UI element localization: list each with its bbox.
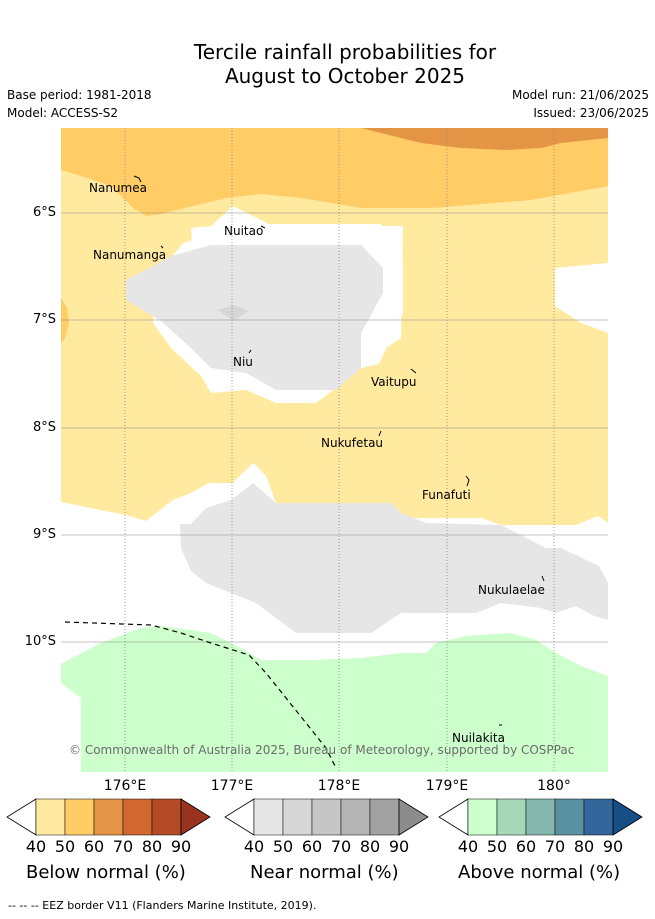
model-name: Model: ACCESS-S2 xyxy=(7,106,119,120)
copyright-notice: © Commonwealth of Australia 2025, Bureau… xyxy=(69,743,575,757)
colorbar-below-box-4 xyxy=(122,798,153,836)
near-normal-40-50-south-region xyxy=(180,483,608,633)
colorbar-below-over-triangle xyxy=(180,798,211,836)
colorbar-below-under-triangle xyxy=(6,798,37,836)
tick-below-80: 80 xyxy=(141,837,163,856)
place-label-nukulaelae: Nukulaelae xyxy=(478,583,545,597)
tick-above-40: 40 xyxy=(457,837,479,856)
tick-below-40: 40 xyxy=(25,837,47,856)
colorbar-near-box-4 xyxy=(340,798,371,836)
near-normal-40-50-north-region xyxy=(126,245,383,390)
tick-near-70: 70 xyxy=(330,837,352,856)
colorbar-near-box-3 xyxy=(311,798,342,836)
below-normal-50-60-west-edge xyxy=(61,298,69,343)
eez-border-legend: -- -- -- EEZ border V11 (Flanders Marine… xyxy=(8,899,317,912)
tick-above-80: 80 xyxy=(573,837,595,856)
colorbar-title-above: Above normal (%) xyxy=(458,862,621,883)
colorbar-above-box-5 xyxy=(583,798,614,836)
colorbar-near-under-triangle xyxy=(224,798,255,836)
lon-label-176: 176°E xyxy=(103,778,147,794)
place-label-nukufetau: Nukufetau xyxy=(321,436,384,450)
tick-below-50: 50 xyxy=(54,837,76,856)
lat-label-10s: 10°S xyxy=(24,634,56,649)
tick-above-90: 90 xyxy=(602,837,624,856)
island-marks xyxy=(133,175,545,726)
title-line-2: August to October 2025 xyxy=(224,64,466,88)
colorbar-near-box-5 xyxy=(369,798,400,836)
colorbar-above-over-triangle xyxy=(612,798,643,836)
tick-near-90: 90 xyxy=(388,837,410,856)
island-nuitao xyxy=(260,225,266,229)
forecast-map xyxy=(61,128,608,772)
colorbar-above-box-2 xyxy=(496,798,527,836)
issued-date: Issued: 23/06/2025 xyxy=(533,106,649,120)
colorbar-near-box-2 xyxy=(282,798,313,836)
colorbar-below-box-2 xyxy=(64,798,95,836)
lat-label-8s: 8°S xyxy=(32,420,56,435)
white-gap-east xyxy=(555,263,608,333)
colorbar-title-near: Near normal (%) xyxy=(250,862,399,883)
tick-near-40: 40 xyxy=(243,837,265,856)
map-title: Tercile rainfall probabilities for Augus… xyxy=(0,40,655,88)
island-nukufetau xyxy=(378,430,382,437)
tick-below-90: 90 xyxy=(170,837,192,856)
above-normal-40-50-region xyxy=(61,626,608,772)
island-nukulaelae xyxy=(541,575,545,582)
place-label-nanumanga: Nanumanga xyxy=(93,248,167,262)
colorbar-near-over-triangle xyxy=(398,798,429,836)
map-gridlines xyxy=(61,128,608,772)
tick-above-60: 60 xyxy=(515,837,537,856)
tick-near-80: 80 xyxy=(359,837,381,856)
colorbar-above-box-3 xyxy=(525,798,556,836)
lon-label-179: 179°E xyxy=(425,778,469,794)
colorbar-title-below: Below normal (%) xyxy=(26,862,186,883)
lat-label-6s: 6°S xyxy=(32,205,56,220)
tick-above-50: 50 xyxy=(486,837,508,856)
colorbar-above-box-4 xyxy=(554,798,585,836)
tick-near-50: 50 xyxy=(272,837,294,856)
place-label-nuilakita: Nuilakita xyxy=(452,731,505,745)
base-period: Base period: 1981-2018 xyxy=(7,88,152,102)
island-vaitupu xyxy=(410,368,417,374)
island-nanumanga xyxy=(160,245,164,249)
eez-border xyxy=(64,621,337,769)
below-normal-50-60-region xyxy=(61,128,608,216)
tick-below-60: 60 xyxy=(83,837,105,856)
lon-label-177: 177°E xyxy=(210,778,254,794)
colorbar-above-under-triangle xyxy=(438,798,469,836)
colorbar-below-normal xyxy=(6,798,211,836)
model-run: Model run: 21/06/2025 xyxy=(511,88,649,102)
colorbar-below-box-3 xyxy=(93,798,124,836)
near-normal-50-60-patch xyxy=(218,305,249,321)
tick-above-70: 70 xyxy=(544,837,566,856)
lat-label-7s: 7°S xyxy=(32,312,56,327)
place-label-vaitupu: Vaitupu xyxy=(371,375,417,389)
colorbar-above-box-1 xyxy=(467,798,498,836)
lat-label-9s: 9°S xyxy=(32,527,56,542)
place-label-funafuti: Funafuti xyxy=(422,488,471,502)
title-line-1: Tercile rainfall probabilities for xyxy=(193,40,497,64)
lon-label-180: 180° xyxy=(537,778,571,794)
island-niu xyxy=(248,349,252,354)
colorbar-below-box-5 xyxy=(151,798,182,836)
tick-near-60: 60 xyxy=(301,837,323,856)
below-normal-60-70-region xyxy=(361,128,608,150)
place-label-nuitao: Nuitao xyxy=(224,224,264,238)
lon-label-178: 178°E xyxy=(317,778,361,794)
colorbar-near-normal xyxy=(224,798,429,836)
colorbar-above-normal xyxy=(438,798,643,836)
place-label-nanumea: Nanumea xyxy=(89,181,147,195)
island-funafuti xyxy=(465,475,470,487)
tick-below-70: 70 xyxy=(112,837,134,856)
colorbar-near-box-1 xyxy=(253,798,284,836)
place-label-niu: Niu xyxy=(233,355,253,369)
colorbar-below-box-1 xyxy=(35,798,66,836)
island-nanumea xyxy=(133,175,142,183)
